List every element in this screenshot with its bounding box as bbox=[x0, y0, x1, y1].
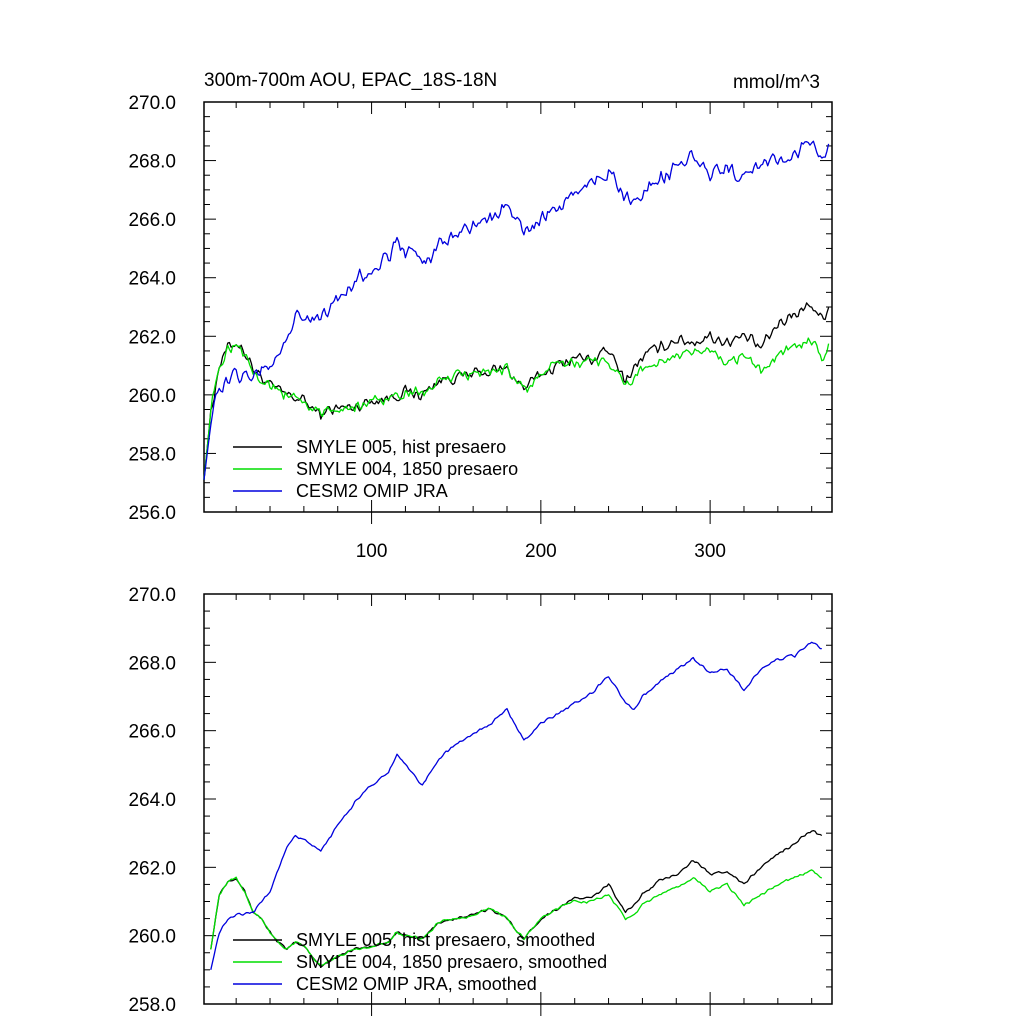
top-series-lines bbox=[203, 140, 830, 480]
series-line-cesm2 bbox=[210, 641, 822, 970]
bottom-legend: SMYLE 005, hist presaero, smoothed SMYLE… bbox=[233, 930, 607, 994]
x-tick-label: 300 bbox=[694, 541, 726, 562]
y-tick-label: 262.0 bbox=[128, 327, 176, 348]
top-x-axis: 100 200 300 bbox=[235, 102, 813, 562]
legend-label-smyle005-smoothed: SMYLE 005, hist presaero, smoothed bbox=[296, 930, 595, 950]
x-tick-label: 100 bbox=[356, 541, 388, 562]
y-tick-label: 266.0 bbox=[128, 210, 176, 231]
y-tick-label: 260.0 bbox=[128, 386, 176, 407]
top-y-axis: 256.0 258.0 260.0 262.0 264.0 266.0 268.0 270.0 bbox=[128, 93, 832, 524]
y-tick-label: 270.0 bbox=[128, 585, 176, 606]
y-tick-label: 258.0 bbox=[128, 995, 176, 1016]
bottom-y-axis: 258.0 260.0 262.0 264.0 266.0 268.0 270.0 bbox=[128, 585, 832, 1016]
y-tick-label: 270.0 bbox=[128, 93, 176, 114]
legend-label-smyle004-smoothed: SMYLE 004, 1850 presaero, smoothed bbox=[296, 952, 607, 972]
legend-label-smyle004: SMYLE 004, 1850 presaero bbox=[296, 459, 518, 479]
bottom-x-axis bbox=[235, 594, 813, 1016]
legend-label-cesm2-smoothed: CESM2 OMIP JRA, smoothed bbox=[296, 974, 537, 994]
y-tick-label: 268.0 bbox=[128, 152, 176, 173]
y-tick-label: 266.0 bbox=[128, 722, 176, 743]
y-tick-label: 268.0 bbox=[128, 653, 176, 674]
bottom-panel: 258.0 260.0 262.0 264.0 266.0 268.0 270.0 SMYL… bbox=[128, 585, 833, 1016]
series-line-smyle004 bbox=[203, 337, 830, 480]
top-panel: 300m-700m AOU, EPAC_18S-18N mmol/m^3 256… bbox=[128, 70, 833, 562]
x-tick-label: 200 bbox=[525, 541, 557, 562]
top-legend: SMYLE 005, hist presaero SMYLE 004, 1850… bbox=[233, 437, 518, 501]
y-tick-label: 264.0 bbox=[128, 790, 176, 811]
top-chart-units: mmol/m^3 bbox=[733, 72, 820, 93]
y-tick-label: 258.0 bbox=[128, 444, 176, 465]
series-line-cesm2 bbox=[203, 140, 830, 480]
y-tick-label: 256.0 bbox=[128, 503, 176, 524]
series-line-smyle004 bbox=[210, 869, 823, 967]
y-tick-label: 260.0 bbox=[128, 927, 176, 948]
legend-label-cesm2: CESM2 OMIP JRA bbox=[296, 481, 448, 501]
top-chart-title: 300m-700m AOU, EPAC_18S-18N bbox=[204, 70, 497, 91]
y-tick-label: 262.0 bbox=[128, 858, 176, 879]
legend-label-smyle005: SMYLE 005, hist presaero bbox=[296, 437, 506, 457]
y-tick-label: 264.0 bbox=[128, 269, 176, 290]
bottom-series-lines bbox=[210, 641, 823, 970]
